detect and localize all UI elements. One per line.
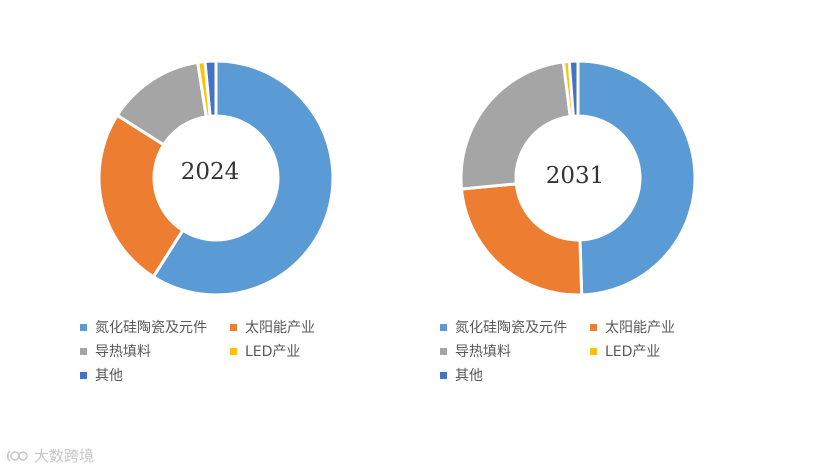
legend-2031: 氮化硅陶瓷及元件 太阳能产业 导热填料 LED产业 其他: [440, 316, 740, 396]
legend-swatch: [80, 371, 87, 379]
legend-item-other: 其他: [440, 366, 483, 386]
watermark-text: 大数跨境: [34, 447, 95, 465]
legend-label: 导热填料: [455, 344, 511, 360]
donut-slice-solar: [460, 182, 584, 297]
donut-slice-silicon-nitride: [576, 59, 697, 297]
legend-item-thermal-filler: 导热填料: [440, 342, 511, 362]
legend-label: 太阳能产业: [605, 320, 675, 336]
donut-chart-2024: 2024 氮化硅陶瓷及元件 太阳能产业 导热填料 LED产业 其他: [80, 59, 380, 396]
legend-label: 其他: [95, 368, 123, 384]
donut-slice-other: [567, 59, 580, 118]
legend-label: 氮化硅陶瓷及元件: [455, 320, 567, 336]
legend-item-led: LED产业: [590, 342, 660, 362]
donut-chart-2031: 2031 氮化硅陶瓷及元件 太阳能产业 导热填料 LED产业 其他: [410, 0, 820, 472]
donut-svg-2024: 2024: [97, 59, 335, 297]
legend-swatch: [230, 323, 237, 331]
legend-label: 氮化硅陶瓷及元件: [95, 320, 207, 336]
donut-slice-thermal-filler: [459, 60, 572, 191]
center-label-2024: 2024: [181, 159, 240, 185]
legend-swatch: [230, 347, 237, 355]
legend-2024: 氮化硅陶瓷及元件 太阳能产业 导热填料 LED产业 其他: [80, 316, 380, 396]
donut-slice-solar: [97, 113, 185, 279]
legend-label: LED产业: [245, 344, 301, 360]
legend-item-silicon-nitride: 氮化硅陶瓷及元件: [440, 318, 567, 338]
legend-item-solar: 太阳能产业: [590, 318, 675, 338]
legend-swatch: [590, 347, 597, 355]
legend-label: 太阳能产业: [245, 320, 315, 336]
center-label-2031: 2031: [546, 163, 605, 189]
legend-swatch: [590, 323, 597, 331]
donut-slice-silicon-nitride: [151, 59, 335, 297]
donut-slice-other: [203, 59, 218, 118]
legend-swatch: [440, 323, 447, 331]
legend-item-silicon-nitride: 氮化硅陶瓷及元件: [80, 318, 207, 338]
legend-swatch: [440, 347, 447, 355]
legend-swatch: [80, 323, 87, 331]
donut-svg-2031: 2031: [459, 59, 697, 297]
legend-item-thermal-filler: 导热填料: [80, 342, 151, 362]
legend-item-other: 其他: [80, 366, 123, 386]
legend-swatch: [80, 347, 87, 355]
brand-logo-icon: [6, 449, 28, 462]
watermark: 大数跨境: [6, 444, 94, 468]
legend-label: 导热填料: [95, 344, 151, 360]
legend-swatch: [440, 371, 447, 379]
legend-item-solar: 太阳能产业: [230, 318, 315, 338]
legend-item-led: LED产业: [230, 342, 300, 362]
legend-label: 其他: [455, 368, 483, 384]
legend-label: LED产业: [605, 344, 661, 360]
